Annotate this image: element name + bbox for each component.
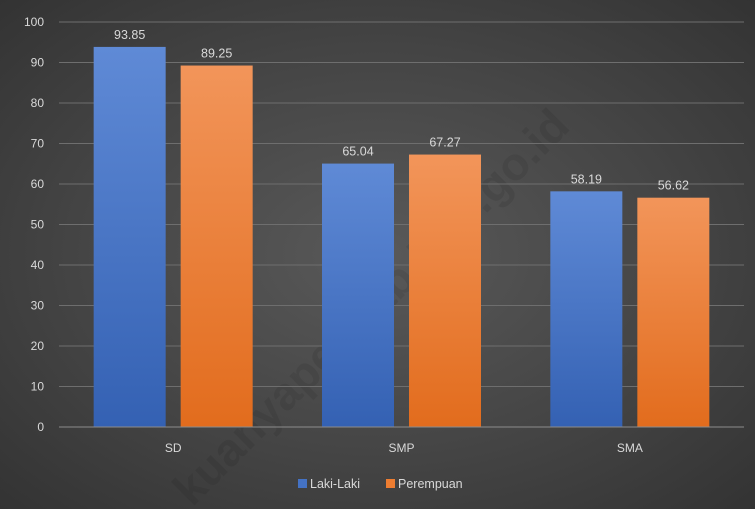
x-tick-label: SMA xyxy=(617,441,643,455)
y-tick-label: 40 xyxy=(31,258,45,272)
bar xyxy=(409,154,481,427)
y-tick-label: 50 xyxy=(31,218,45,232)
bar xyxy=(322,163,394,427)
data-label: 93.85 xyxy=(114,28,145,42)
y-tick-label: 70 xyxy=(31,137,45,151)
legend-label: Laki-Laki xyxy=(310,477,360,491)
x-tick-label: SMP xyxy=(388,441,414,455)
y-tick-label: 30 xyxy=(31,299,45,313)
data-labels: 93.85 89.25 65.04 67.27 58.19 56.62 xyxy=(114,28,689,193)
data-label: 56.62 xyxy=(658,179,689,193)
bar xyxy=(637,197,710,427)
data-label: 65.04 xyxy=(342,145,373,159)
data-label: 67.27 xyxy=(429,136,460,150)
x-tick-label: SD xyxy=(165,441,182,455)
y-tick-label: 90 xyxy=(31,56,45,70)
data-label: 58.19 xyxy=(571,172,602,186)
legend: Laki-Laki Perempuan xyxy=(298,477,463,491)
bar xyxy=(550,191,623,427)
bar-series xyxy=(93,46,710,427)
bar xyxy=(180,65,253,427)
bar xyxy=(93,46,166,427)
data-label: 89.25 xyxy=(201,47,232,61)
y-tick-label: 20 xyxy=(31,339,45,353)
gridlines xyxy=(59,21,744,387)
x-axis: SD SMP SMA xyxy=(59,426,744,455)
y-tick-label: 100 xyxy=(24,15,44,29)
y-tick-label: 10 xyxy=(31,380,45,394)
legend-swatch xyxy=(386,479,395,488)
y-tick-label: 80 xyxy=(31,96,45,110)
y-tick-label: 60 xyxy=(31,177,45,191)
y-axis: 0 10 20 30 40 50 60 70 80 90 100 xyxy=(24,15,44,434)
legend-swatch xyxy=(298,479,307,488)
y-tick-label: 0 xyxy=(37,420,44,434)
legend-label: Perempuan xyxy=(398,477,463,491)
